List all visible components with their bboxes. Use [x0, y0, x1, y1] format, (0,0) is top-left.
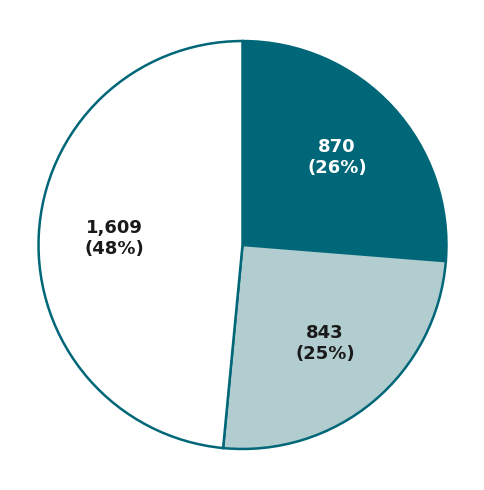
Wedge shape: [242, 41, 446, 261]
Text: 1,609
(48%): 1,609 (48%): [84, 220, 144, 258]
Wedge shape: [223, 245, 445, 449]
Wedge shape: [38, 41, 242, 448]
Text: 870
(26%): 870 (26%): [306, 138, 366, 177]
Text: 843
(25%): 843 (25%): [295, 324, 354, 363]
